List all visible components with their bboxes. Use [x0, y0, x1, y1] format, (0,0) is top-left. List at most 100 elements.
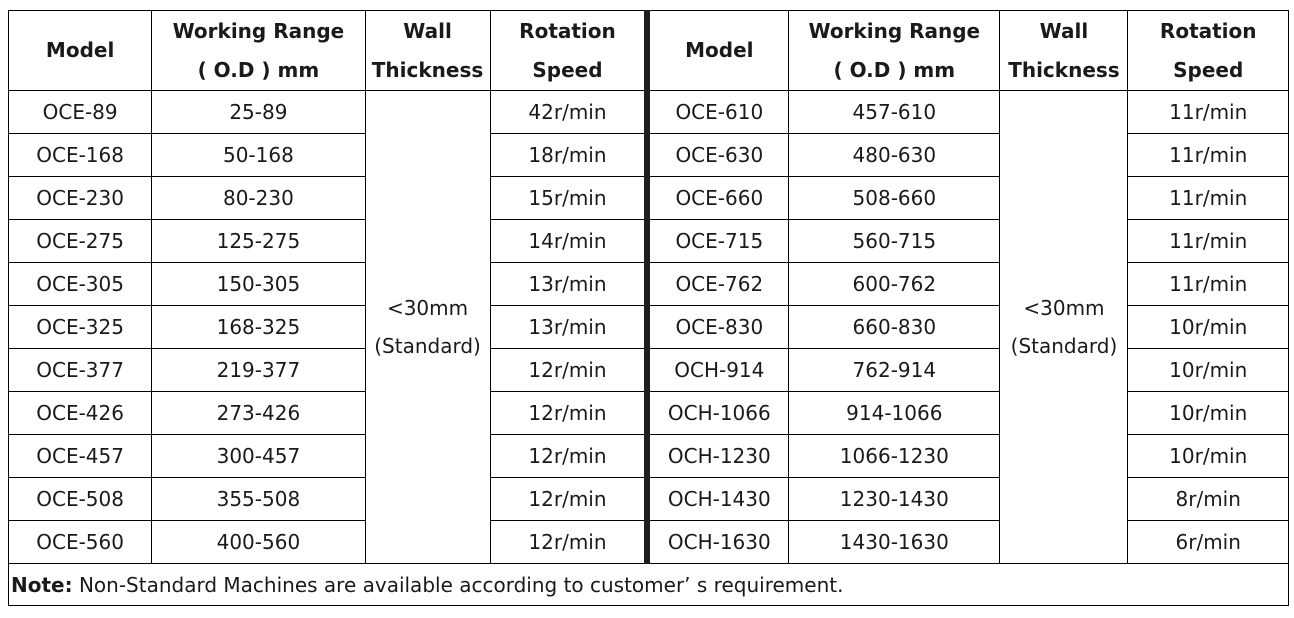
- model-cell-right: OCH-1230: [644, 434, 790, 478]
- model-cell-right: OCE-610: [644, 90, 790, 134]
- header-wall-thickness-left-line1: Wall: [403, 18, 452, 43]
- speed-cell-right: 8r/min: [1127, 477, 1289, 521]
- range-cell-right: 914-1066: [788, 391, 1001, 435]
- table-row: OCE-230 80-230 15r/min OCE-660 508-660 1…: [7, 176, 1289, 220]
- wall-thickness-note-left: (Standard): [374, 334, 481, 358]
- model-cell-left: OCE-275: [7, 219, 153, 263]
- wall-thickness-value-right: <30mm: [1023, 296, 1105, 320]
- table-row: OCE-508 355-508 12r/min OCH-1430 1230-14…: [7, 477, 1289, 521]
- speed-cell-right: 11r/min: [1127, 90, 1289, 134]
- speed-cell-left: 14r/min: [489, 219, 648, 263]
- range-cell-left: 300-457: [151, 434, 366, 478]
- header-rotation-speed-right: Rotation Speed: [1127, 10, 1289, 91]
- range-cell-right: 508-660: [788, 176, 1001, 220]
- range-cell-right: 660-830: [788, 305, 1001, 349]
- table-row: OCE-275 125-275 14r/min OCE-715 560-715 …: [7, 219, 1289, 263]
- header-rotation-speed-left: Rotation Speed: [489, 10, 648, 91]
- header-working-range-left-line1: Working Range: [172, 18, 345, 43]
- range-cell-left: 355-508: [151, 477, 366, 521]
- table-row: OCE-305 150-305 13r/min OCE-762 600-762 …: [7, 262, 1289, 306]
- speed-cell-right: 10r/min: [1127, 305, 1289, 349]
- speed-cell-left: 13r/min: [489, 262, 648, 306]
- model-cell-left: OCE-560: [7, 520, 153, 564]
- header-wall-thickness-right-line1: Wall: [1039, 18, 1089, 43]
- model-cell-left: OCE-230: [7, 176, 153, 220]
- speed-cell-left: 12r/min: [489, 434, 648, 478]
- range-cell-left: 125-275: [151, 219, 366, 263]
- table-row: OCE-377 219-377 12r/min OCH-914 762-914 …: [7, 348, 1289, 392]
- wall-thickness-note-right: (Standard): [1010, 334, 1118, 358]
- model-cell-right: OCE-762: [644, 262, 790, 306]
- note-cell: Note: Non-Standard Machines are availabl…: [8, 563, 1289, 606]
- speed-cell-right: 10r/min: [1127, 434, 1289, 478]
- speed-cell-left: 42r/min: [489, 90, 648, 134]
- note-row: Note: Non-Standard Machines are availabl…: [8, 563, 1289, 606]
- range-cell-right: 1430-1630: [788, 520, 1001, 564]
- range-cell-right: 762-914: [788, 348, 1001, 392]
- range-cell-right: 457-610: [788, 90, 1001, 134]
- speed-cell-left: 12r/min: [489, 391, 648, 435]
- speed-cell-left: 18r/min: [489, 133, 648, 177]
- model-cell-left: OCE-168: [7, 133, 153, 177]
- header-row: Model Working Range ( O.D ) mm Wall Thic…: [7, 10, 1289, 91]
- model-cell-right: OCE-630: [644, 133, 790, 177]
- wall-thickness-cell-left: <30mm (Standard): [364, 90, 491, 564]
- model-cell-left: OCE-325: [7, 305, 153, 349]
- range-cell-right: 560-715: [788, 219, 1001, 263]
- range-cell-right: 600-762: [788, 262, 1001, 306]
- speed-cell-right: 11r/min: [1127, 219, 1289, 263]
- speed-cell-left: 15r/min: [489, 176, 648, 220]
- model-cell-right: OCE-660: [644, 176, 790, 220]
- header-model-right: Model: [644, 10, 790, 91]
- speed-cell-right: 10r/min: [1127, 391, 1289, 435]
- header-working-range-left: Working Range ( O.D ) mm: [151, 10, 366, 91]
- header-rotation-speed-right-line2: Speed: [1173, 57, 1244, 82]
- speed-cell-right: 11r/min: [1127, 176, 1289, 220]
- model-cell-left: OCE-457: [7, 434, 153, 478]
- range-cell-left: 219-377: [151, 348, 366, 392]
- range-cell-right: 1066-1230: [788, 434, 1001, 478]
- model-cell-left: OCE-426: [7, 391, 153, 435]
- speed-cell-left: 12r/min: [489, 348, 648, 392]
- model-cell-left: OCE-508: [7, 477, 153, 521]
- header-rotation-speed-left-line1: Rotation: [519, 18, 616, 43]
- wall-thickness-cell-right: <30mm (Standard): [999, 90, 1129, 564]
- model-cell-left: OCE-89: [7, 90, 153, 134]
- header-wall-thickness-right-line2: Thickness: [1008, 57, 1120, 82]
- speed-cell-right: 11r/min: [1127, 133, 1289, 177]
- model-cell-right: OCE-830: [644, 305, 790, 349]
- speed-cell-right: 10r/min: [1127, 348, 1289, 392]
- table-row: OCE-560 400-560 12r/min OCH-1630 1430-16…: [7, 520, 1289, 564]
- speed-cell-left: 12r/min: [489, 520, 648, 564]
- range-cell-left: 273-426: [151, 391, 366, 435]
- header-working-range-left-line2: ( O.D ) mm: [197, 57, 320, 82]
- model-cell-right: OCH-1066: [644, 391, 790, 435]
- table-row: OCE-426 273-426 12r/min OCH-1066 914-106…: [7, 391, 1289, 435]
- header-working-range-right-line2: ( O.D ) mm: [833, 57, 956, 82]
- note-text: Non-Standard Machines are available acco…: [72, 572, 844, 597]
- speed-cell-right: 6r/min: [1127, 520, 1289, 564]
- header-wall-thickness-left-line2: Thickness: [371, 57, 484, 82]
- range-cell-left: 150-305: [151, 262, 366, 306]
- range-cell-right: 1230-1430: [788, 477, 1001, 521]
- model-cell-right: OCH-914: [644, 348, 790, 392]
- header-rotation-speed-left-line2: Speed: [532, 57, 603, 82]
- header-rotation-speed-right-line1: Rotation: [1159, 18, 1257, 43]
- specification-table: Model Working Range ( O.D ) mm Wall Thic…: [7, 10, 1289, 606]
- wall-thickness-value-left: <30mm: [386, 296, 469, 320]
- note-label: Note:: [11, 572, 73, 597]
- table-row: OCE-89 25-89 <30mm (Standard) 42r/min OC…: [7, 90, 1289, 564]
- speed-cell-right: 11r/min: [1127, 262, 1289, 306]
- range-cell-right: 480-630: [788, 133, 1001, 177]
- header-wall-thickness-left: Wall Thickness: [364, 10, 491, 91]
- range-cell-left: 50-168: [151, 133, 366, 177]
- speed-cell-left: 12r/min: [489, 477, 648, 521]
- model-cell-right: OCH-1630: [644, 520, 790, 564]
- range-cell-left: 168-325: [151, 305, 366, 349]
- speed-cell-left: 13r/min: [489, 305, 648, 349]
- model-cell-left: OCE-305: [7, 262, 153, 306]
- range-cell-left: 80-230: [151, 176, 366, 220]
- header-working-range-right: Working Range ( O.D ) mm: [788, 10, 1001, 91]
- table-row: OCE-457 300-457 12r/min OCH-1230 1066-12…: [7, 434, 1289, 478]
- model-cell-right: OCE-715: [644, 219, 790, 263]
